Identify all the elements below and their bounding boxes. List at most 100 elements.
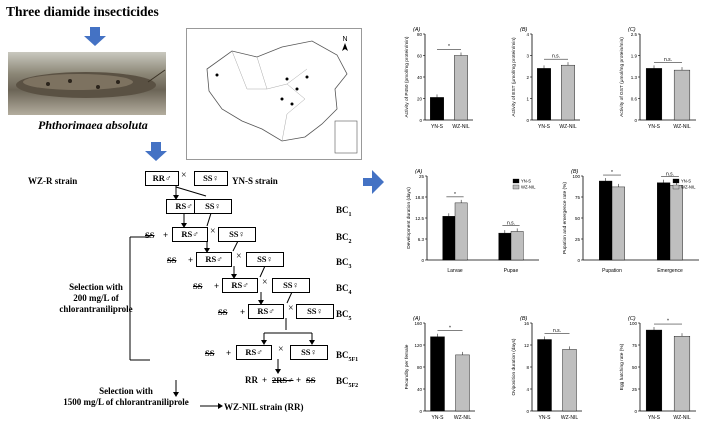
plus-sign: +	[214, 281, 220, 291]
y-tick-label: 6.3	[418, 237, 425, 242]
y-tick-label: 100	[629, 321, 637, 326]
bar	[537, 339, 552, 412]
cross-mark: ×	[278, 344, 284, 355]
bc-label: BC4	[336, 283, 352, 296]
panel-label: (C)	[628, 27, 636, 33]
sig-label: *	[448, 44, 450, 50]
bc-label: BC1	[336, 205, 352, 218]
y-tick-label: 25	[632, 387, 638, 392]
y-tick-label: 8	[526, 365, 529, 370]
figure-title: Three diamide insecticides	[6, 4, 159, 19]
plus-sign: +	[188, 255, 194, 265]
bar	[537, 68, 551, 121]
ss-female-box: SS♀	[296, 304, 334, 319]
panel-label: (A)	[415, 169, 423, 175]
y-tick-label: 60	[417, 53, 423, 58]
x-tick-label: YN-S	[432, 415, 445, 421]
final-rr: RR	[245, 375, 258, 385]
y-tick-label: 80	[417, 32, 423, 37]
bar	[645, 329, 663, 412]
y-tick-label: 75	[575, 195, 581, 200]
ss-female-box: SS♀	[194, 199, 232, 214]
bar	[430, 97, 444, 121]
y-tick-label: 160	[414, 321, 422, 326]
species-name: Phthorimaea absoluta	[38, 118, 148, 132]
y-tick-label: 12.5	[415, 216, 424, 221]
ss-discarded: SS	[167, 255, 177, 265]
y-tick-label: 25	[419, 174, 425, 179]
yn-s-strain-label: YN-S strain	[232, 176, 278, 186]
ss-discarded: SS	[205, 348, 215, 358]
y-tick-label: 80	[417, 365, 423, 370]
x-tick-label: Emergence	[657, 268, 683, 274]
y-axis-label: Pupation and emergence rate (%)	[562, 182, 568, 254]
cross-mark: ×	[181, 170, 187, 181]
bc-label: BC5F2	[336, 376, 359, 389]
y-axis-label: Activity of GST (μmol/mg protein/min)	[619, 37, 625, 117]
panel-label: (B)	[520, 316, 528, 322]
plus-sign: +	[163, 230, 169, 240]
final-2rs: 2RS♂	[272, 375, 294, 385]
y-tick-label: 1.3	[631, 75, 638, 80]
bc-label: BC3	[336, 257, 352, 270]
y-tick-label: 20	[417, 96, 423, 101]
bar	[455, 354, 470, 412]
bc-label: BC5	[336, 309, 352, 322]
x-tick-label: WZ-NIL	[673, 415, 690, 421]
bar	[669, 185, 683, 261]
ss-female-box: SS♀	[194, 171, 228, 186]
final-ss: SS	[306, 375, 316, 385]
panel-label: (B)	[520, 27, 528, 33]
scheme-arrowheads	[173, 195, 315, 409]
x-tick-label: WZ-NIL	[452, 124, 469, 130]
bar	[611, 186, 625, 261]
x-tick-label: YN-S	[648, 124, 661, 130]
sig-label: *	[611, 170, 613, 176]
y-tick-label: 4	[526, 387, 529, 392]
bar	[510, 231, 524, 261]
y-axis-label: Activity of P450 (pmol/mg protein/min)	[404, 36, 410, 117]
sig-label: n.s.	[664, 57, 672, 63]
y-tick-label: 100	[572, 174, 580, 179]
y-tick-label: 40	[417, 75, 423, 80]
plus-sign: +	[262, 375, 268, 385]
plus-sign: +	[240, 307, 246, 317]
y-tick-label: 0	[526, 409, 529, 414]
y-tick-label: 3	[526, 53, 529, 58]
legend-label: YN-S	[681, 179, 691, 184]
x-tick-label: WZ-NIL	[559, 124, 576, 130]
y-tick-label: 1	[526, 96, 529, 101]
y-tick-label: 0	[577, 258, 580, 263]
cross-mark: ×	[236, 251, 242, 262]
y-tick-label: 0.6	[631, 96, 638, 101]
svg-text:N: N	[342, 36, 347, 43]
moth-icon	[16, 69, 166, 98]
y-tick-label: 0	[419, 409, 422, 414]
y-tick-label: 18.8	[415, 195, 424, 200]
x-tick-label: Pupation	[602, 268, 622, 274]
legend-swatch	[672, 178, 680, 184]
sig-label: *	[449, 325, 451, 331]
y-axis-label: Egg hatching rate (%)	[619, 343, 625, 390]
selection-200-text: Selection with 200 mg/L of chlorantranilip…	[59, 282, 133, 314]
ss-discarded: SS	[193, 281, 203, 291]
bar	[673, 69, 691, 121]
x-tick-label: YN-S	[431, 124, 444, 130]
y-tick-label: 50	[632, 365, 638, 370]
wz-r-strain-label: WZ-R strain	[28, 176, 78, 186]
ss-female-box: SS♀	[272, 278, 310, 293]
x-tick-label: YN-S	[648, 415, 661, 421]
y-tick-label: 2.5	[631, 32, 638, 37]
cross-mark: ×	[210, 226, 216, 237]
rs-male-box: RS♂	[172, 227, 208, 242]
sig-label: *	[454, 192, 456, 198]
bar	[498, 232, 512, 261]
y-tick-label: 1.9	[631, 53, 638, 58]
y-tick-label: 0	[634, 409, 637, 414]
sig-label: n.s.	[552, 54, 560, 60]
ss-female-box: SS♀	[218, 227, 256, 242]
moth-photo	[8, 52, 166, 115]
x-tick-label: WZ-NIL	[561, 415, 578, 421]
x-tick-label: Larvae	[447, 268, 463, 274]
rs-male-box: RS♂	[166, 199, 202, 214]
